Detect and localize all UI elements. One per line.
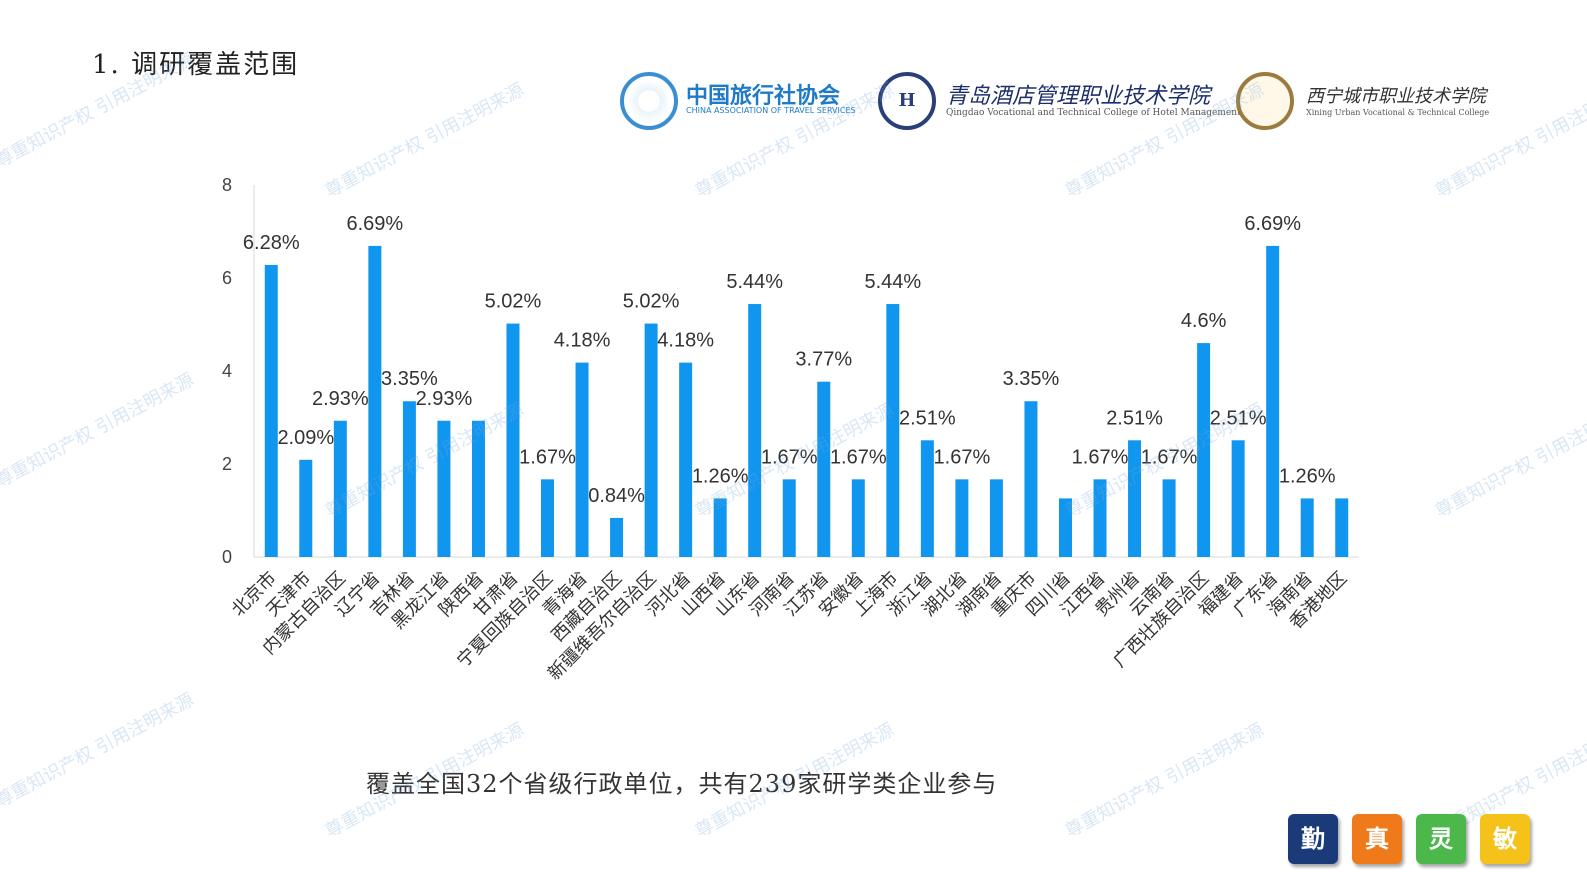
bar bbox=[1266, 245, 1280, 558]
caption: 覆盖全国32个省级行政单位，共有239家研学类企业参与 bbox=[366, 770, 998, 798]
y-tick-label: 6 bbox=[222, 268, 232, 288]
bar bbox=[1024, 401, 1038, 557]
data-label: 3.77% bbox=[795, 349, 852, 371]
bar bbox=[1335, 498, 1349, 557]
bar bbox=[1300, 498, 1314, 557]
xnuvtc-emblem-icon bbox=[1236, 72, 1294, 130]
bar bbox=[1162, 479, 1176, 557]
bar bbox=[1058, 498, 1072, 557]
y-tick-label: 8 bbox=[222, 175, 232, 195]
data-label: 1.26% bbox=[692, 465, 749, 487]
data-label: 1.67% bbox=[761, 446, 818, 468]
data-label: 5.02% bbox=[485, 291, 542, 313]
y-tick-label: 0 bbox=[222, 547, 232, 567]
data-label: 4.18% bbox=[554, 330, 611, 352]
bar bbox=[955, 479, 969, 557]
data-label: 6.69% bbox=[1244, 213, 1301, 235]
xnuvtc-logo-name: 西宁城市职业技术学院 bbox=[1306, 86, 1486, 107]
data-label: 3.35% bbox=[1003, 368, 1060, 390]
bar bbox=[1128, 440, 1142, 557]
data-label: 2.09% bbox=[277, 427, 334, 449]
bar bbox=[299, 459, 313, 557]
bar bbox=[886, 304, 900, 557]
qdhm-emblem-letter: H bbox=[898, 90, 916, 111]
bar bbox=[1231, 440, 1245, 557]
data-label: 4.6% bbox=[1181, 310, 1227, 332]
xnuvtc-logo: 西宁城市职业技术学院 Xining Urban Vocational & Tec… bbox=[1236, 66, 1516, 136]
y-tick-label: 4 bbox=[222, 361, 232, 381]
qdhm-emblem-icon: H bbox=[878, 72, 936, 130]
xnuvtc-logo-subtitle: Xining Urban Vocational & Technical Coll… bbox=[1306, 108, 1490, 117]
bar bbox=[644, 323, 658, 557]
data-label: 1.67% bbox=[519, 446, 576, 468]
data-label: 5.02% bbox=[623, 291, 680, 313]
data-label: 5.44% bbox=[726, 271, 783, 293]
data-label: 4.18% bbox=[657, 330, 714, 352]
data-label: 1.67% bbox=[1072, 446, 1129, 468]
cats-logo-subtitle: CHINA ASSOCIATION OF TRAVEL SERVICES bbox=[686, 106, 856, 115]
data-label: 5.44% bbox=[864, 271, 921, 293]
data-label: 2.51% bbox=[899, 407, 956, 429]
badge-ling: 灵 bbox=[1416, 814, 1466, 864]
data-label: 2.93% bbox=[416, 388, 473, 410]
bar bbox=[575, 362, 589, 557]
bar bbox=[782, 479, 796, 557]
bar bbox=[541, 479, 555, 557]
data-label: 2.51% bbox=[1106, 407, 1163, 429]
bar bbox=[333, 420, 347, 557]
badge-min: 敏 bbox=[1480, 814, 1530, 864]
bar bbox=[264, 264, 278, 557]
bar bbox=[1197, 343, 1211, 557]
bar bbox=[610, 517, 624, 557]
qdhm-logo-subtitle: Qingdao Vocational and Technical College… bbox=[946, 108, 1241, 118]
bar bbox=[402, 401, 416, 557]
data-label: 1.26% bbox=[1279, 465, 1336, 487]
logo-bar: 中国旅行社协会 CHINA ASSOCIATION OF TRAVEL SERV… bbox=[620, 66, 1520, 136]
badge-qin: 勤 bbox=[1288, 814, 1338, 864]
bar bbox=[748, 304, 762, 557]
bar bbox=[817, 381, 831, 557]
bar bbox=[1093, 479, 1107, 557]
bar bbox=[471, 420, 485, 557]
data-label: 6.28% bbox=[243, 232, 300, 254]
data-label: 2.51% bbox=[1210, 407, 1267, 429]
data-label: 1.67% bbox=[934, 446, 991, 468]
bar bbox=[713, 498, 727, 557]
section-title: 1. 调研覆盖范围 bbox=[92, 50, 300, 80]
bar bbox=[437, 420, 451, 557]
cats-logo: 中国旅行社协会 CHINA ASSOCIATION OF TRAVEL SERV… bbox=[620, 66, 860, 136]
bar bbox=[506, 323, 520, 557]
bar bbox=[851, 479, 865, 557]
badge-zhen: 真 bbox=[1352, 814, 1402, 864]
data-label: 1.67% bbox=[1141, 446, 1198, 468]
bar bbox=[368, 245, 382, 558]
cats-emblem-icon bbox=[620, 72, 678, 130]
data-label: 2.93% bbox=[312, 388, 369, 410]
data-label: 3.35% bbox=[381, 368, 438, 390]
bar bbox=[920, 440, 934, 557]
data-label: 0.84% bbox=[588, 485, 645, 507]
y-tick-label: 2 bbox=[222, 454, 232, 474]
qdhm-logo: H 青岛酒店管理职业技术学院 Qingdao Vocational and Te… bbox=[878, 66, 1241, 136]
qdhm-logo-name: 青岛酒店管理职业技术学院 bbox=[946, 84, 1211, 109]
cats-logo-name: 中国旅行社协会 bbox=[686, 84, 841, 109]
data-label: 6.69% bbox=[347, 213, 404, 235]
bar bbox=[989, 479, 1003, 557]
data-label: 1.67% bbox=[830, 446, 887, 468]
bar bbox=[679, 362, 693, 557]
